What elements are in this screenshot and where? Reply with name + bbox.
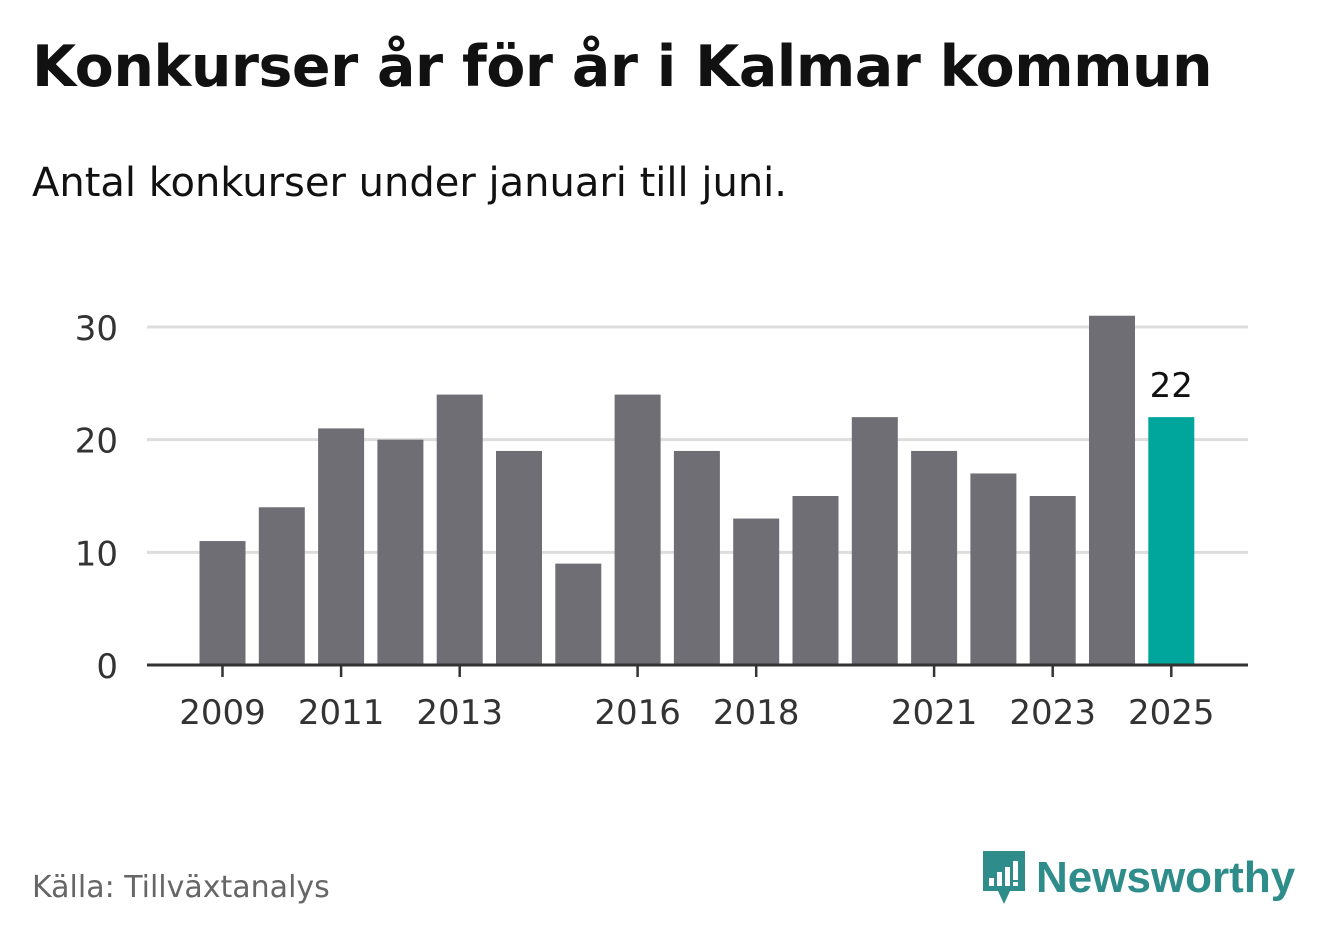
chart-subtitle: Antal konkurser under januari till juni.	[32, 160, 787, 206]
x-tick-label-2009: 2009	[179, 693, 266, 733]
bar-2023	[1029, 496, 1076, 665]
bar-2016	[614, 394, 661, 665]
x-tick-label-2011: 2011	[298, 693, 385, 733]
x-tick-label-2021: 2021	[891, 693, 978, 733]
bar-2022	[970, 473, 1017, 665]
y-tick-label: 20	[75, 422, 118, 462]
bar-2012	[377, 439, 424, 665]
newsworthy-logo-icon	[983, 851, 1025, 904]
brand-name: Newsworthy	[1036, 853, 1296, 902]
y-tick-label: 10	[75, 534, 118, 574]
bar-2015	[555, 563, 602, 665]
x-tick-label-2025: 2025	[1128, 693, 1215, 733]
labels: 0 10 20 30 2009 2011 2013 2016 2018 2021 2023 2025 2…	[75, 309, 1248, 733]
bar-2021	[911, 450, 958, 665]
bar-2025	[1148, 417, 1195, 665]
chart-title: Konkurser år för år i Kalmar kommun	[32, 34, 1213, 100]
y-tick-label: 0	[96, 647, 118, 687]
x-tick-label-2013: 2013	[416, 693, 503, 733]
bar-2009	[199, 541, 246, 665]
bar-2020	[851, 417, 898, 665]
bar-2010	[258, 507, 305, 665]
data-label-2025: 22	[1150, 366, 1193, 406]
source-note: Källa: Tillväxtanalys	[32, 870, 330, 905]
bar-2017	[673, 450, 720, 665]
bar-2019	[792, 496, 839, 665]
bar-2018	[733, 518, 780, 665]
bar-2024	[1089, 315, 1135, 665]
x-tick-label-2016: 2016	[594, 693, 681, 733]
bar-2013	[436, 394, 483, 665]
brand-logo: Newsworthy	[980, 848, 1295, 908]
bar-chart: 0 10 20 30 2009 2011 2013 2016 2018 2021 2023 2025 2…	[75, 309, 1248, 733]
x-tick-label-2023: 2023	[1009, 693, 1096, 733]
x-tick-label-2018: 2018	[713, 693, 800, 733]
bars	[199, 315, 1195, 665]
bar-2011	[318, 428, 365, 665]
y-tick-label: 30	[75, 309, 118, 349]
bar-2014	[496, 450, 542, 665]
